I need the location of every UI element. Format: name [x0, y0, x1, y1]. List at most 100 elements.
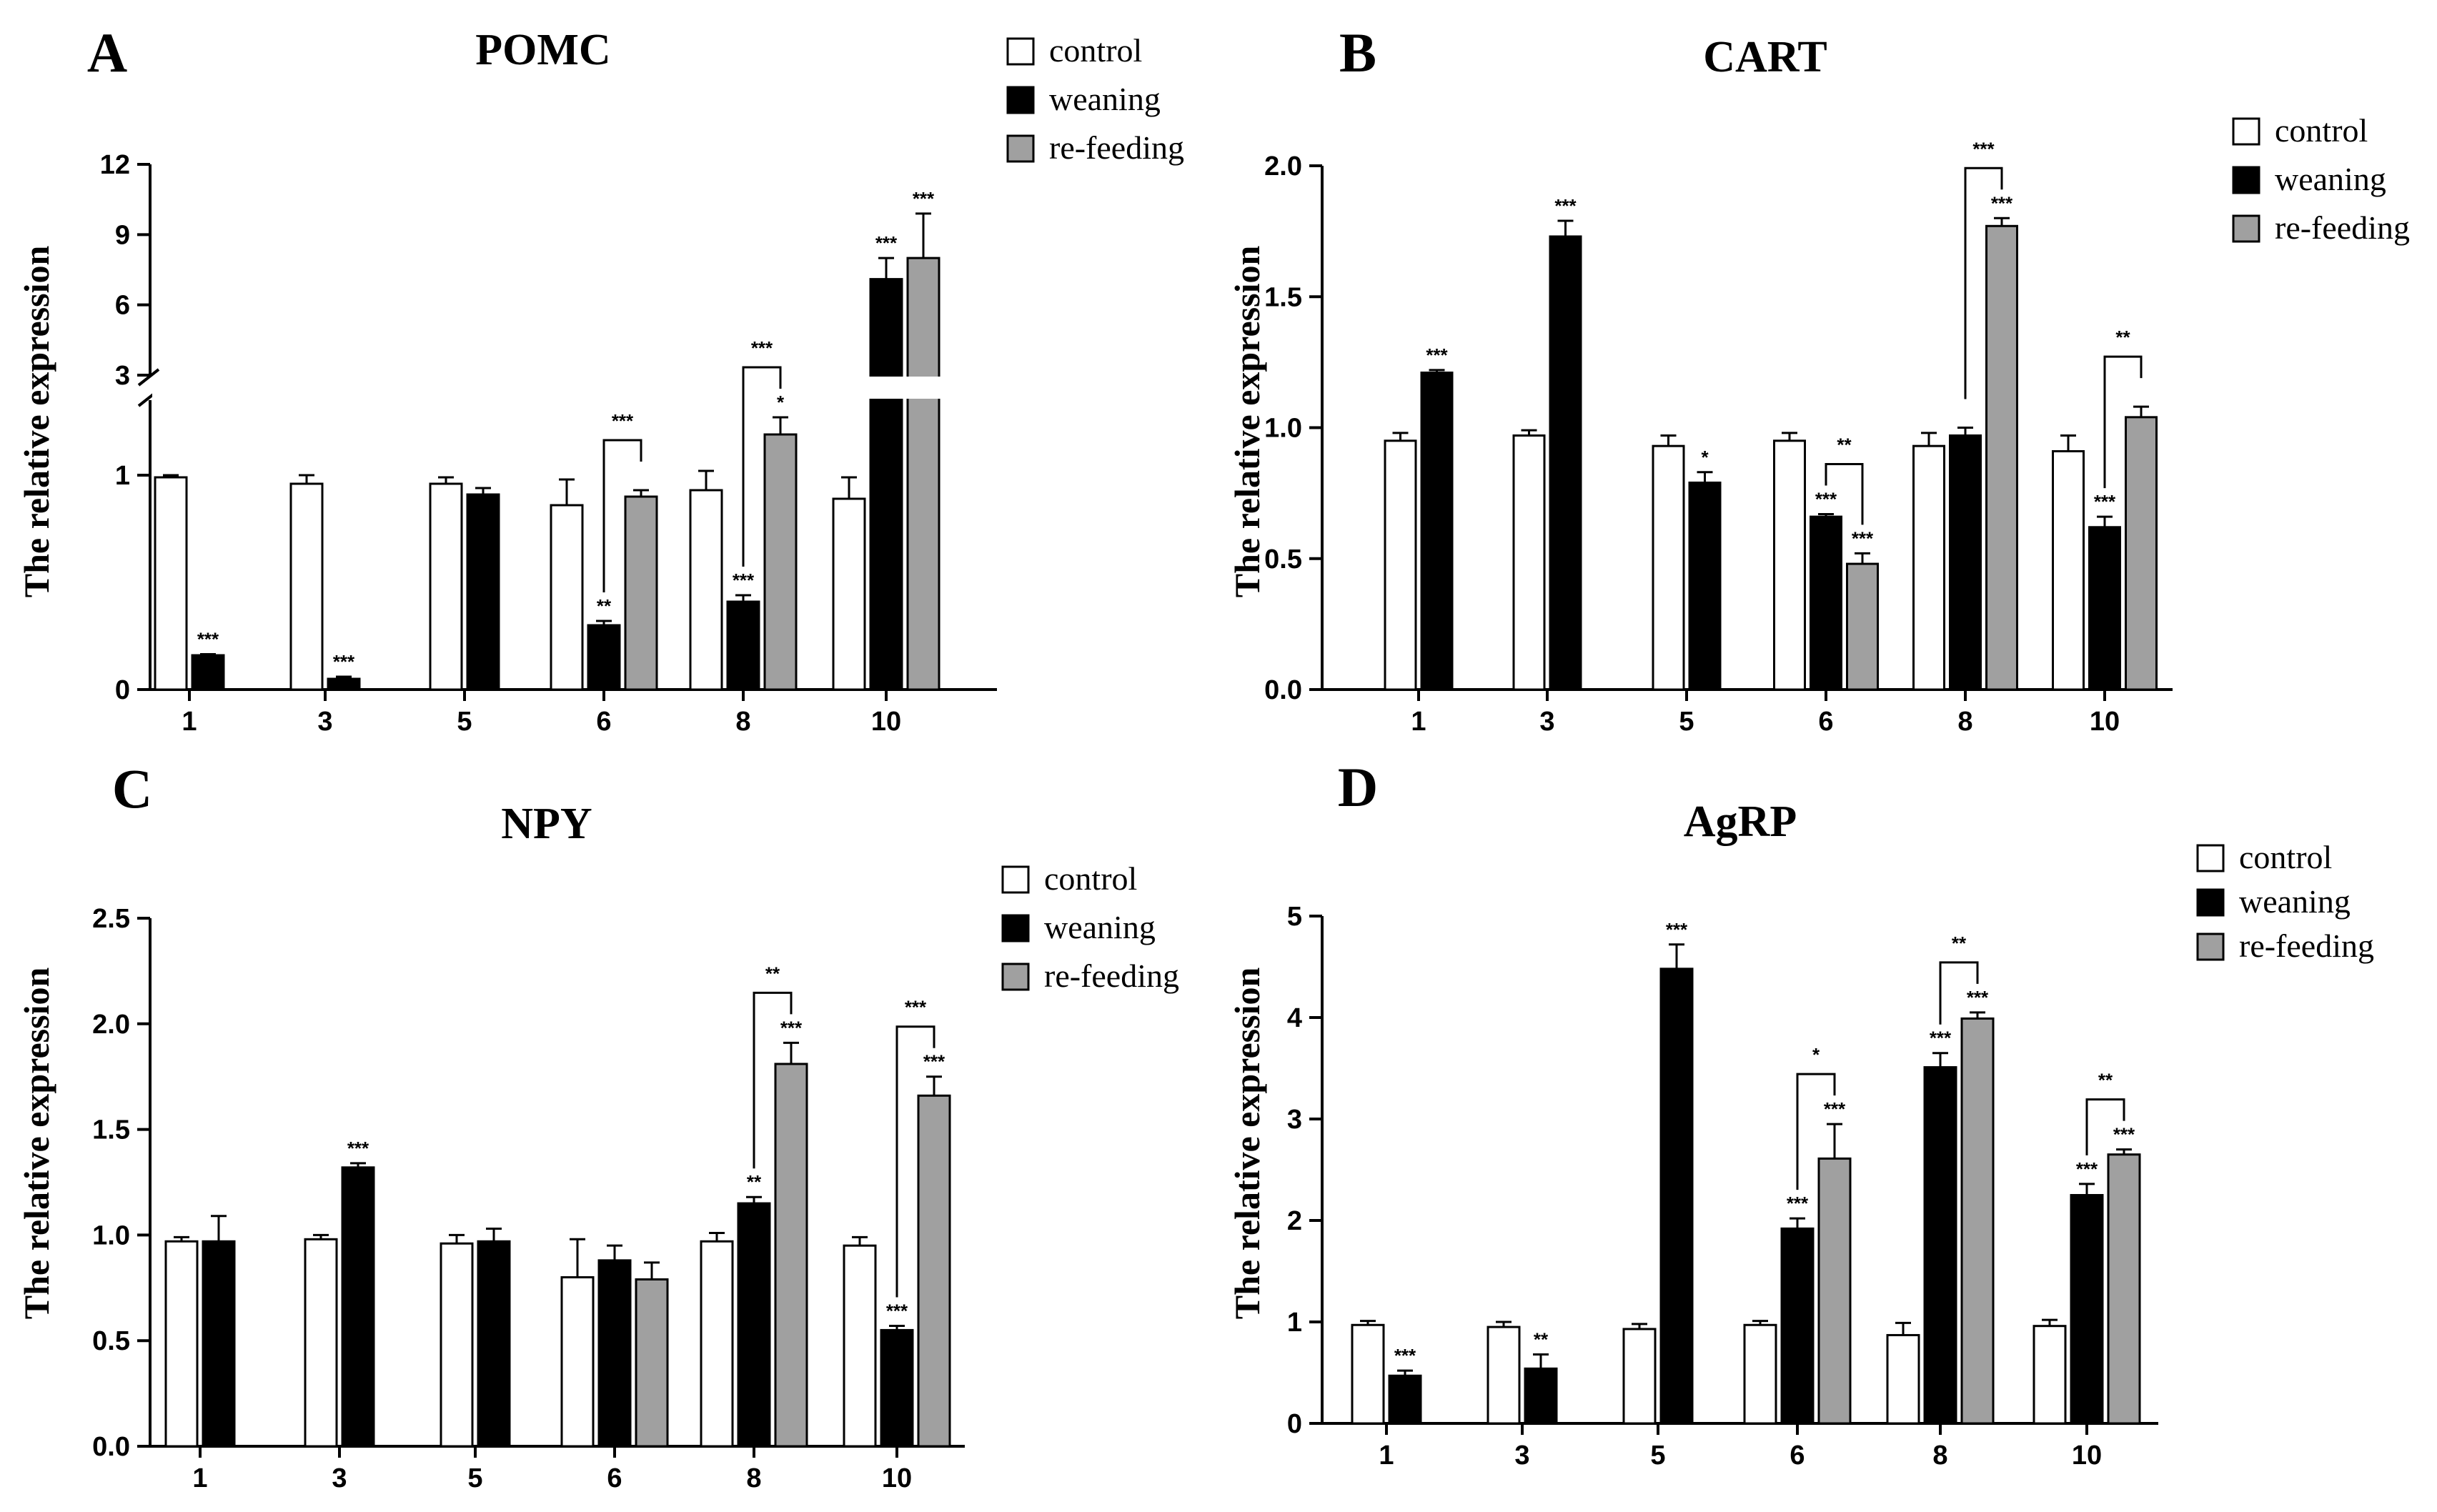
error-bar [350, 1162, 366, 1168]
error-bar [174, 1235, 189, 1242]
legend-swatch [2196, 932, 2225, 961]
bar-weaning-5 [466, 493, 500, 691]
bar-control-6 [1773, 439, 1806, 691]
x-tick-label: 3 [317, 707, 332, 737]
legend-item-re-feeding: re-feeding [2232, 209, 2410, 246]
x-tick-label: 10 [2090, 707, 2120, 737]
legend-swatch [1001, 865, 1030, 894]
bar-control-3 [304, 1238, 338, 1448]
error-bar [2097, 515, 2113, 527]
legend-label: control [2239, 839, 2332, 875]
error-bar [709, 1231, 725, 1242]
error-bar [1533, 1353, 1549, 1369]
bar-control-10 [832, 497, 866, 691]
error-bar [200, 653, 216, 655]
bar-re-feeding-10 [2125, 416, 2158, 691]
bar-re-feeding-8 [1960, 1017, 1995, 1425]
error-bar [1397, 1369, 1413, 1376]
y-axis: 0.0 0.5 1.0 1.5 2.0 [1264, 151, 1324, 705]
error-bar [1932, 1052, 1948, 1068]
x-tick-label: 5 [457, 707, 472, 737]
comparison-bracket [602, 439, 642, 592]
bar-weaning-6 [597, 1259, 632, 1448]
bar-control-6 [1743, 1323, 1777, 1425]
significance-label: *** [1554, 195, 1577, 217]
x-tick-label: 1 [192, 1463, 207, 1493]
y-axis: 0.0 0.5 1.0 1.5 2.0 2.5 [92, 904, 152, 1462]
significance-label: *** [1824, 1098, 1846, 1120]
comparison-bracket [1825, 462, 1864, 525]
error-bar [1855, 552, 1870, 564]
significance-label: *** [733, 570, 755, 591]
bar-weaning-3 [1524, 1367, 1558, 1425]
bar-control-5 [1652, 444, 1685, 691]
significance-label: *** [913, 188, 935, 209]
bar-re-feeding-6 [1817, 1157, 1852, 1425]
bracket-label: ** [2115, 327, 2130, 348]
x-tick-label: 1 [1411, 707, 1426, 737]
panel-C: C NPY The relative expression 0.0 0.5 1.0 1.5 2… [16, 757, 965, 1493]
legend-label: re-feeding [2275, 209, 2410, 246]
significance-marks: ************************** [1394, 919, 2135, 1366]
error-bar [633, 489, 649, 497]
bracket-label: ** [1837, 434, 1852, 455]
legend-item-re-feeding: re-feeding [2196, 927, 2374, 964]
legend-label: re-feeding [2239, 927, 2374, 964]
bar-weaning-6 [1810, 515, 1842, 691]
significance-label: *** [1787, 1193, 1809, 1214]
error-bar [878, 257, 894, 279]
bracket-label: *** [751, 337, 773, 359]
error-bar [1521, 429, 1537, 436]
bar-re-feeding-6 [624, 495, 658, 691]
significance-label: *** [1967, 987, 1989, 1008]
significance-label: *** [780, 1017, 803, 1038]
legend-item-weaning: weaning [2232, 161, 2386, 197]
bar-re-feeding-8 [774, 1063, 808, 1448]
bar-control-5 [429, 482, 463, 691]
y-axis-label: The relative expression [16, 968, 56, 1320]
y-tick-label: 4 [1287, 1003, 1302, 1033]
y-tick-label: 0 [115, 675, 130, 705]
panel-letter: C [112, 757, 152, 820]
x-tick-label: 8 [746, 1463, 761, 1493]
legend-0: control weaning re-feeding [1006, 32, 1184, 166]
significance-label: ** [747, 1171, 762, 1193]
y-tick-label: 12 [100, 150, 130, 180]
x-tick-label: 3 [1539, 707, 1554, 737]
bar-weaning-6 [587, 624, 621, 691]
error-bar [1429, 369, 1445, 373]
x-tick-label: 5 [467, 1463, 482, 1493]
chart-title: CART [1703, 33, 1827, 81]
bar-weaning-10 [2070, 1194, 2104, 1425]
bar-control-6 [560, 1276, 595, 1448]
legend-label: weaning [2239, 883, 2351, 920]
error-bar [1669, 943, 1684, 969]
bar-weaning-8 [1949, 434, 1982, 691]
bar-control-3 [1512, 434, 1546, 691]
bars [154, 212, 940, 691]
legend-item-control: control [1006, 32, 1142, 69]
significance-label: *** [333, 651, 355, 672]
error-bar [1697, 471, 1713, 483]
comparison-bracket [1939, 961, 1979, 1025]
legend-item-re-feeding: re-feeding [1001, 958, 1179, 994]
bar-control-8 [700, 1240, 734, 1448]
error-bar [1660, 434, 1677, 447]
error-bar [1360, 1320, 1376, 1326]
comparison-brackets: ***** [1796, 932, 2125, 1190]
error-bar [915, 212, 931, 259]
bar-weaning-1 [191, 654, 225, 691]
x-tick-label: 8 [735, 707, 750, 737]
error-bar [735, 594, 751, 602]
y-tick-label: 5 [1287, 902, 1302, 932]
bar-weaning-1 [1388, 1374, 1422, 1425]
bracket-label: ** [1952, 932, 1967, 954]
error-bar [1790, 1217, 1805, 1229]
y-tick-label: 0 [1287, 1409, 1302, 1439]
y-tick-label: 9 [115, 220, 130, 250]
error-bar [852, 1235, 868, 1246]
y-tick-label: 3 [1287, 1105, 1302, 1135]
bar-weaning-10 [2088, 526, 2121, 691]
bar-weaning-10 [880, 1328, 914, 1448]
legend-swatch [2196, 844, 2225, 872]
